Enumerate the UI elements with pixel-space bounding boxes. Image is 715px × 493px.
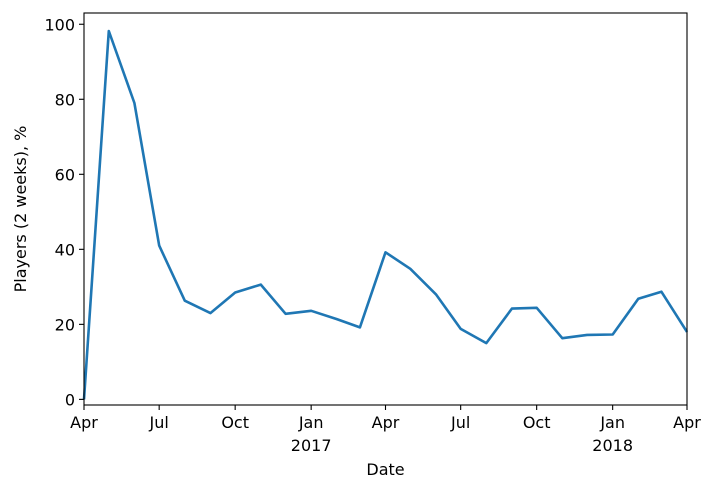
x-axis-ticks: Apr Jul Oct Jan 2017 Apr Jul Oct Jan 2018 Apr: [70, 405, 701, 455]
x-tick-label: Apr: [372, 413, 400, 432]
x-tick-year-label: 2018: [592, 436, 633, 455]
y-tick-label: 20: [55, 315, 75, 334]
y-axis-ticks: 0 20 40 60 80 100: [44, 15, 84, 409]
x-tick-year-label: 2017: [291, 436, 332, 455]
y-tick-label: 40: [55, 240, 75, 259]
series-line: [82, 29, 689, 400]
x-tick-label: Apr: [673, 413, 701, 432]
x-tick-label: Jul: [149, 413, 169, 432]
x-tick-label: Jul: [450, 413, 470, 432]
x-tick-label: Oct: [523, 413, 551, 432]
x-tick-label: Apr: [70, 413, 98, 432]
axes-frame: [83, 12, 688, 406]
y-tick-label: 0: [65, 390, 75, 409]
y-tick-label: 100: [44, 15, 75, 34]
plot-area: [82, 29, 689, 400]
y-axis-label: Players (2 weeks), %: [11, 126, 30, 293]
y-tick-label: 60: [55, 165, 75, 184]
x-tick-label: Oct: [221, 413, 249, 432]
x-tick-label: Jan: [298, 413, 324, 432]
x-tick-label: Jan: [599, 413, 625, 432]
x-axis-label: Date: [366, 460, 404, 479]
y-tick-label: 80: [55, 90, 75, 109]
